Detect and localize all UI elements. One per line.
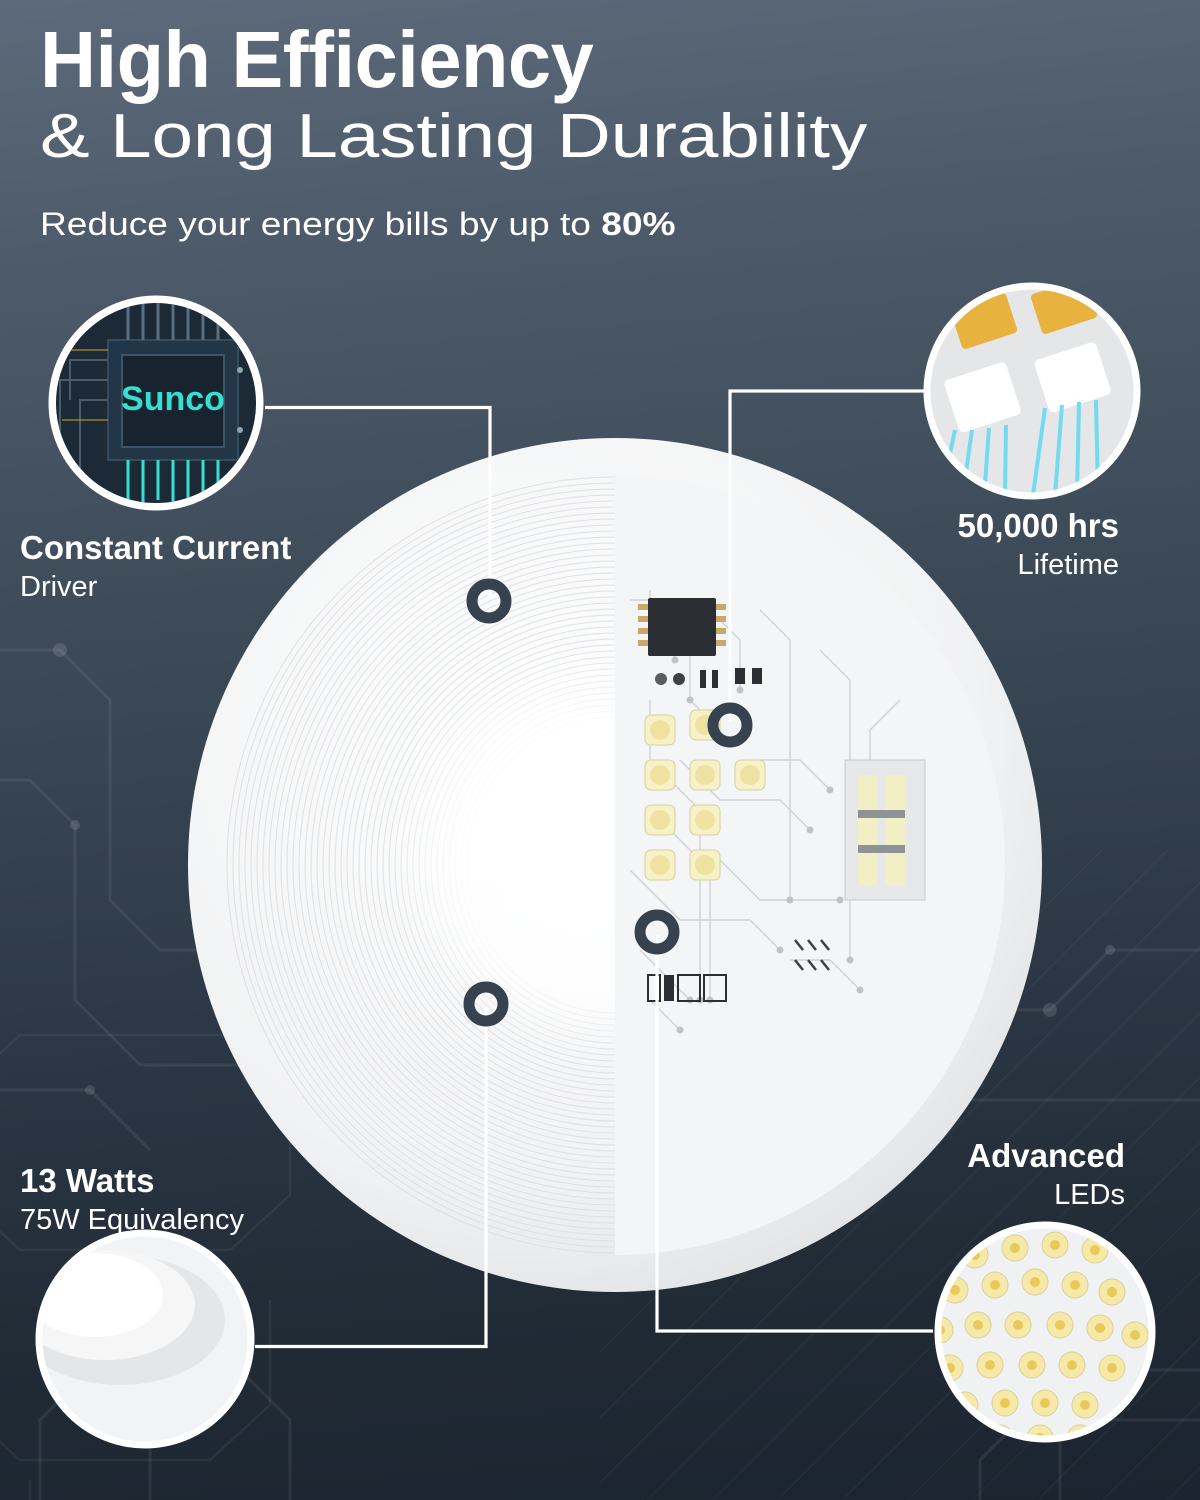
svg-text:Sunco: Sunco xyxy=(121,380,225,418)
